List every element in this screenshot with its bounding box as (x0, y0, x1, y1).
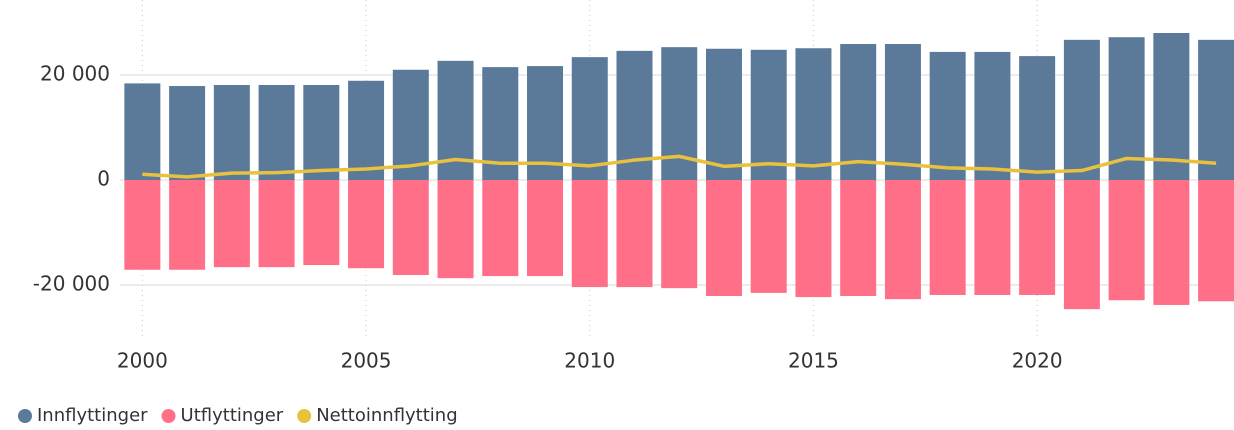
bar (124, 180, 161, 270)
bar (795, 180, 832, 298)
bar (1153, 33, 1190, 180)
x-tick-label: 2010 (564, 349, 615, 373)
bar (1063, 180, 1100, 310)
x-tick-label: 2000 (117, 349, 168, 373)
bar (213, 180, 250, 268)
legend-label: Utflyttinger (181, 405, 284, 426)
x-tick-label: 2005 (341, 349, 392, 373)
x-tick-label: 2015 (788, 349, 839, 373)
legend-swatch (18, 409, 32, 423)
bar (1108, 37, 1145, 181)
bar (124, 83, 161, 180)
bar (750, 180, 787, 293)
legend-label: Innflyttinger (37, 405, 148, 426)
bar (303, 84, 340, 180)
bar (1153, 180, 1190, 305)
bar (348, 80, 385, 180)
y-tick-label: 0 (97, 167, 110, 191)
bar (795, 48, 832, 180)
bar (392, 69, 429, 180)
y-tick-label: 20 000 (40, 62, 110, 86)
bar (169, 86, 206, 180)
line (142, 154, 1217, 179)
bar (571, 180, 608, 288)
legend-swatch (161, 409, 176, 423)
bar (1198, 180, 1234, 302)
bar (661, 180, 698, 289)
bar (482, 180, 519, 277)
y-tick-label: -20 000 (33, 272, 110, 296)
bar (1198, 39, 1234, 181)
bar (974, 180, 1011, 295)
legend-swatch (297, 409, 312, 423)
bar (705, 180, 742, 297)
bar (974, 51, 1011, 181)
bar (1019, 180, 1056, 295)
bar (929, 180, 966, 295)
bar (705, 48, 742, 180)
bar (169, 180, 206, 270)
bar (1063, 39, 1100, 181)
bar (392, 180, 429, 276)
bar (213, 84, 250, 180)
bar (527, 180, 564, 277)
bar (929, 51, 966, 181)
bar (840, 44, 877, 181)
bar (750, 49, 787, 180)
bar (348, 180, 385, 269)
bar (527, 66, 564, 180)
bar (884, 180, 921, 300)
bar (571, 57, 608, 180)
bar (258, 84, 295, 180)
bar (1019, 56, 1056, 180)
bar (258, 180, 295, 268)
bar (840, 180, 877, 297)
bar (616, 180, 653, 288)
bar (437, 180, 474, 279)
legend-label: Nettoinnflytting (316, 405, 457, 426)
x-tick-label: 2020 (1012, 349, 1063, 373)
bar (303, 180, 340, 266)
bar (884, 44, 921, 181)
bar (1108, 180, 1145, 301)
